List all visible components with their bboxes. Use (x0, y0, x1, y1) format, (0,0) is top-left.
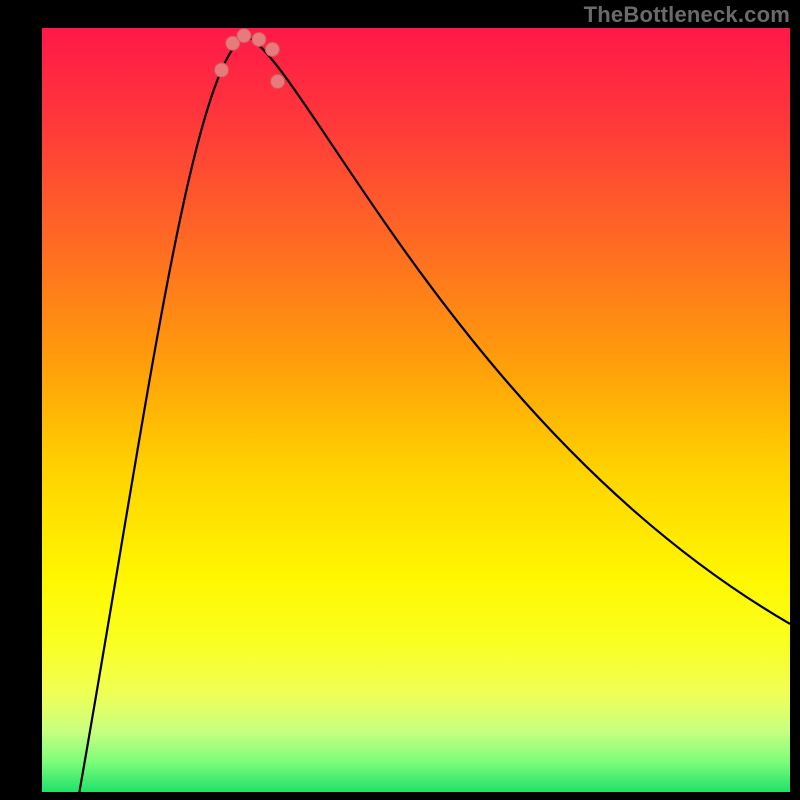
plot-background (42, 28, 790, 792)
marker-point (215, 63, 229, 77)
plot-area (42, 28, 790, 792)
marker-point (271, 74, 285, 88)
marker-point (237, 29, 251, 43)
watermark-text: TheBottleneck.com (584, 2, 790, 28)
marker-point (252, 32, 266, 46)
chart-container: TheBottleneck.com (0, 0, 800, 800)
marker-point (265, 42, 279, 56)
plot-svg (42, 28, 790, 792)
